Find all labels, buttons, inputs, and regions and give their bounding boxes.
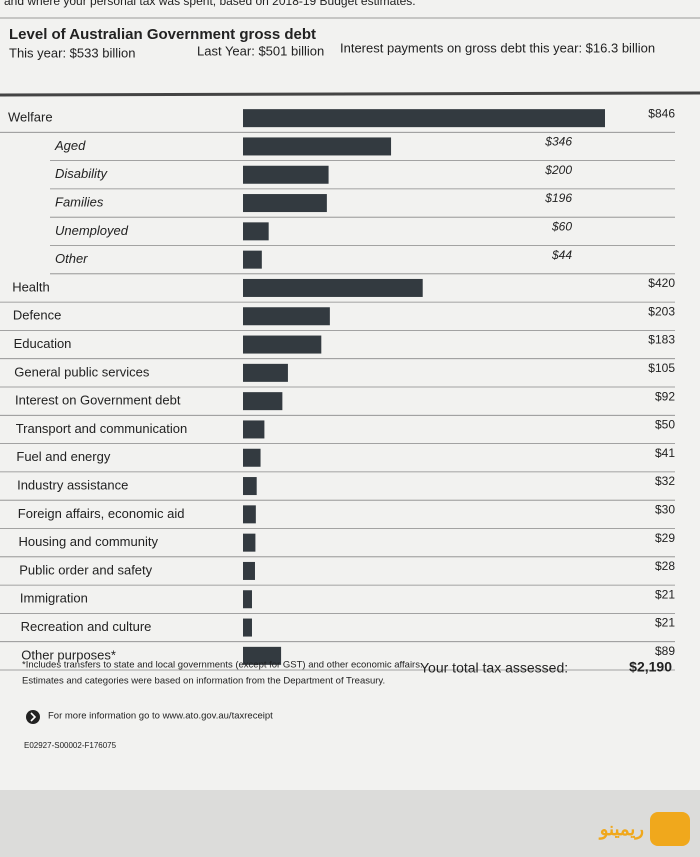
row-value: $346 [544,135,572,149]
more-info: For more information go to www.ato.gov.a… [48,711,273,722]
bar [243,222,269,241]
total-label: Your total tax assessed: [420,660,568,676]
this-year: This year: $533 billion [9,45,135,60]
row-label: Immigration [20,591,88,606]
row-label: Transport and communication [16,421,188,436]
row-value: $203 [648,304,675,318]
row-value: $196 [544,191,572,205]
paper [0,0,700,790]
code: E02927-S00002-F176075 [24,741,117,750]
row-label: Unemployed [55,223,129,238]
row-value: $60 [551,220,572,234]
footnote: Estimates and categories were based on i… [22,676,385,687]
row-label: Fuel and energy [16,449,110,464]
row-value: $50 [655,418,675,432]
row-label: Welfare [8,110,53,125]
bar [243,335,322,354]
bar [243,420,265,439]
info-arrow [30,712,37,722]
bar [243,533,256,552]
row-label: Education [14,336,72,351]
bar [243,477,257,496]
bar [243,250,262,269]
row-value: $105 [648,361,675,375]
watermark: ریمینو [598,819,644,840]
bar [243,137,392,156]
bar [243,194,327,213]
row-value: $92 [655,389,675,403]
rule [0,91,700,97]
table: Welfare $846 Aged $346 Disability $200 Familie… [0,106,675,671]
row-label: Industry assistance [17,477,128,492]
table-surface [0,790,700,857]
bar [243,278,423,297]
bar [243,590,252,609]
row-value: $29 [655,531,675,545]
last-year: Last Year: $501 billion [197,43,324,58]
row-label: Interest on Government debt [15,393,181,408]
row-label: Other [55,251,88,266]
row-value: $200 [544,163,572,177]
bar [243,363,288,382]
interest: Interest payments on gross debt this yea… [340,40,655,55]
total-value: $2,190 [629,659,672,675]
row-value: $21 [655,587,675,601]
row-label: Defence [13,308,61,323]
row-label: Disability [55,166,109,181]
bar [243,448,261,467]
row-label: Other purposes* [21,647,116,662]
row-value: $89 [655,644,675,658]
bar [243,646,282,665]
row-value: $28 [655,559,675,573]
bar [243,561,255,580]
bar [243,165,329,184]
bar [243,307,330,326]
row-value: $846 [648,106,675,120]
row-label: Recreation and culture [21,619,152,634]
row-value: $21 [655,616,675,630]
row-label: Aged [54,138,86,153]
logo-badge [650,812,690,846]
bar [243,109,605,128]
row-value: $30 [655,503,675,517]
bar [243,392,283,411]
bar [243,505,256,524]
debt-title: Level of Australian Government gross deb… [9,26,316,43]
row-value: $44 [551,248,572,262]
row-value: $420 [648,276,675,290]
row-label: Public order and safety [19,562,152,577]
row-value: $41 [655,446,675,460]
row-label: Health [12,279,50,294]
row-value: $183 [648,333,675,347]
bar [243,618,252,637]
footnote: *Includes transfers to state and local g… [22,660,423,671]
info-icon [26,710,40,724]
row-label: Foreign affairs, economic aid [18,506,185,521]
row-label: Housing and community [19,534,159,549]
intro-text: and where your personal tax was spent, b… [4,0,416,8]
row-label: General public services [14,364,150,379]
row-label: Families [55,194,104,209]
row-value: $32 [655,474,675,488]
